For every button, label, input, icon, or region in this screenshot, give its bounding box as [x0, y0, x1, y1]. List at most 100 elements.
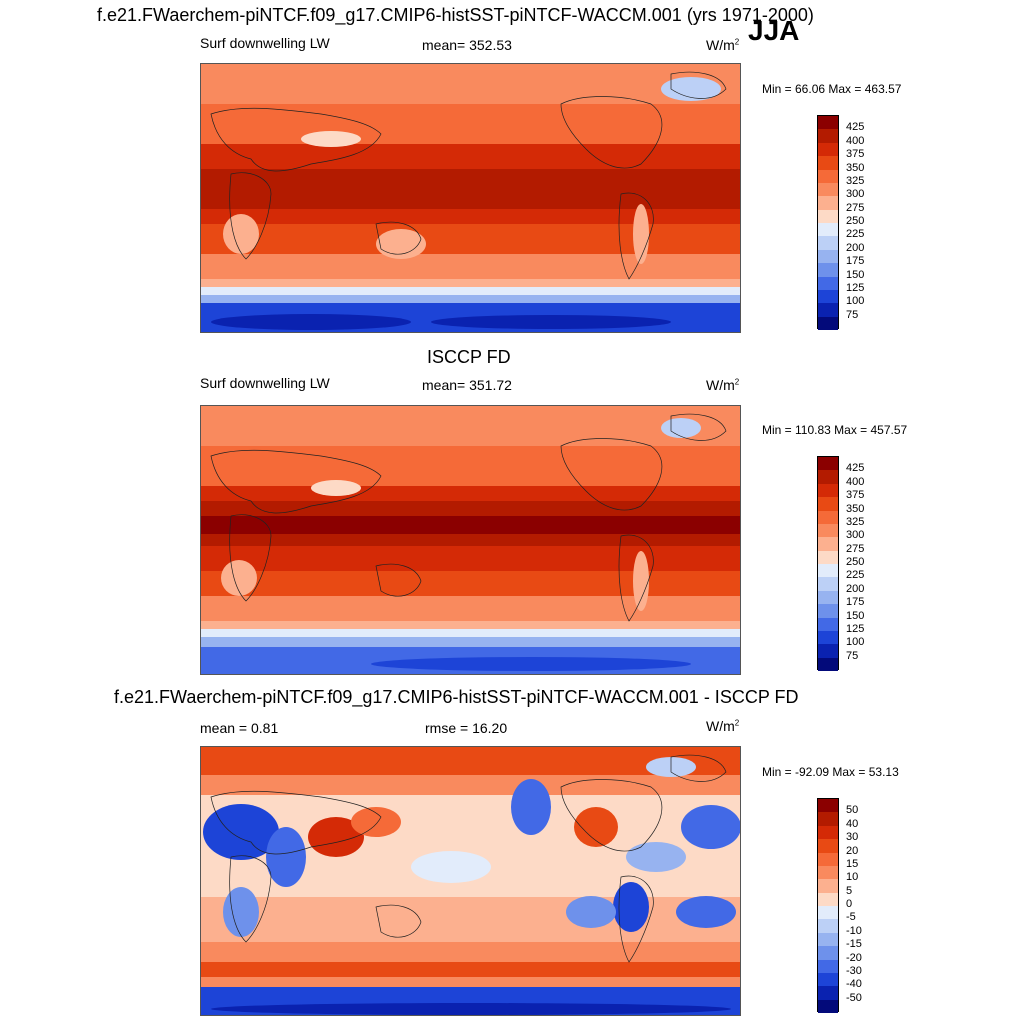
colorbar-swatch: [818, 972, 838, 987]
panel2-map: [200, 405, 741, 675]
colorbar-swatch: [818, 865, 838, 880]
colorbar-swatch: [818, 116, 838, 130]
colorbar-swatch: [818, 932, 838, 947]
colorbar-tick-label: 0: [846, 898, 853, 910]
colorbar-tick-label: 100: [846, 295, 865, 308]
colorbar-tick-label: 300: [846, 188, 865, 201]
colorbar-tick-label: -10: [846, 924, 862, 937]
colorbar-swatch: [818, 196, 838, 210]
colorbar-swatch: [818, 236, 838, 250]
colorbar-tick-label: -20: [846, 951, 862, 964]
colorbar-swatch: [818, 510, 838, 524]
panel1-map: [200, 63, 741, 333]
colorbar-swatch: [818, 249, 838, 264]
colorbar-tick-label: 325: [846, 174, 865, 187]
colorbar-tick-label: 250: [846, 556, 865, 568]
colorbar-tick-label: 20: [846, 844, 859, 857]
colorbar-tick-label: 275: [846, 201, 865, 214]
colorbar-tick-label: 30: [846, 831, 859, 844]
colorbar-swatch: [818, 604, 838, 618]
colorbar-swatch: [818, 156, 838, 170]
colorbar-swatch: [818, 825, 838, 840]
colorbar-swatch: [818, 182, 838, 197]
colorbar-swatch: [818, 590, 838, 605]
colorbar-swatch: [818, 209, 838, 223]
colorbar-tick-label: 225: [846, 228, 865, 241]
colorbar-swatch: [818, 577, 838, 591]
colorbar-swatch: [818, 169, 838, 183]
panel2-variable-label: Surf downwelling LW: [200, 375, 330, 391]
colorbar-tick-label: 425: [846, 462, 865, 475]
colorbar-swatch: [818, 263, 838, 277]
colorbar-swatch: [818, 999, 838, 1013]
colorbar-tick-label: 275: [846, 542, 865, 555]
colorbar-tick-label: 175: [846, 255, 865, 268]
colorbar-tick-label: 375: [846, 489, 865, 502]
colorbar-tick-label: 40: [846, 817, 859, 830]
colorbar-tick-label: 5: [846, 884, 853, 897]
panel3-colorbar: [817, 798, 839, 1013]
panel3-rmse-label: rmse = 16.20: [425, 720, 508, 736]
colorbar-tick-label: 325: [846, 515, 865, 528]
panel2-title: ISCCP FD: [427, 347, 511, 367]
colorbar-swatch: [818, 644, 838, 658]
colorbar-swatch: [818, 142, 838, 157]
colorbar-tick-label: 225: [846, 569, 865, 582]
colorbar-swatch: [818, 497, 838, 511]
colorbar-swatch: [818, 483, 838, 498]
panel2-units: W/m2: [706, 377, 740, 393]
colorbar-swatch: [818, 879, 838, 893]
colorbar-swatch: [818, 986, 838, 1000]
colorbar-swatch: [818, 799, 838, 813]
colorbar-tick-label: 75: [846, 649, 859, 662]
panel2-colorbar: [817, 456, 839, 671]
colorbar-tick-label: 400: [846, 475, 865, 488]
figure-title: f.e21.FWaerchem-piNTCF.f09_g17.CMIP6-his…: [97, 5, 814, 25]
colorbar-tick-label: 175: [846, 596, 865, 609]
colorbar-swatch: [818, 839, 838, 853]
colorbar-tick-label: -50: [846, 991, 862, 1004]
colorbar-tick-label: 75: [846, 308, 859, 321]
colorbar-swatch: [818, 550, 838, 564]
colorbar-swatch: [818, 617, 838, 631]
colorbar-swatch: [818, 657, 838, 671]
colorbar-swatch: [818, 906, 838, 920]
colorbar-tick-label: 125: [846, 622, 865, 635]
colorbar-swatch: [818, 946, 838, 960]
colorbar-tick-label: 425: [846, 121, 865, 134]
colorbar-tick-label: -40: [846, 978, 862, 991]
panel3-title: f.e21.FWaerchem-piNTCF.f09_g17.CMIP6-his…: [114, 687, 799, 707]
colorbar-tick-label: 150: [846, 609, 865, 622]
colorbar-swatch: [818, 564, 838, 578]
colorbar-swatch: [818, 129, 838, 143]
colorbar-tick-label: 150: [846, 268, 865, 281]
panel1-units: W/m2: [706, 37, 740, 53]
colorbar-swatch: [818, 457, 838, 471]
colorbar-tick-label: 125: [846, 281, 865, 294]
colorbar-tick-label: 200: [846, 241, 865, 254]
colorbar-swatch: [818, 812, 838, 826]
colorbar-tick-label: 10: [846, 871, 859, 884]
colorbar-swatch: [818, 276, 838, 290]
panel3-minmax: Min = -92.09 Max = 53.13: [762, 765, 899, 779]
panel3-mean-label: mean = 0.81: [200, 720, 279, 736]
panel3-units: W/m2: [706, 718, 740, 734]
panel1-variable-label: Surf downwelling LW: [200, 35, 330, 51]
colorbar-tick-label: 400: [846, 134, 865, 147]
colorbar-tick-label: 15: [846, 857, 859, 870]
colorbar-swatch: [818, 316, 838, 330]
colorbar-swatch: [818, 892, 838, 906]
colorbar-swatch: [818, 470, 838, 484]
colorbar-tick-label: 350: [846, 161, 865, 174]
colorbar-swatch: [818, 303, 838, 317]
colorbar-swatch: [818, 223, 838, 237]
colorbar-swatch: [818, 537, 838, 551]
colorbar-tick-label: 300: [846, 529, 865, 542]
colorbar-tick-label: 375: [846, 148, 865, 161]
colorbar-tick-label: -5: [846, 911, 856, 924]
colorbar-swatch: [818, 630, 838, 645]
colorbar-tick-label: -15: [846, 938, 862, 951]
season-label: JJA: [748, 15, 800, 46]
colorbar-swatch: [818, 852, 838, 866]
panel1-mean-label: mean= 352.53: [422, 37, 512, 53]
